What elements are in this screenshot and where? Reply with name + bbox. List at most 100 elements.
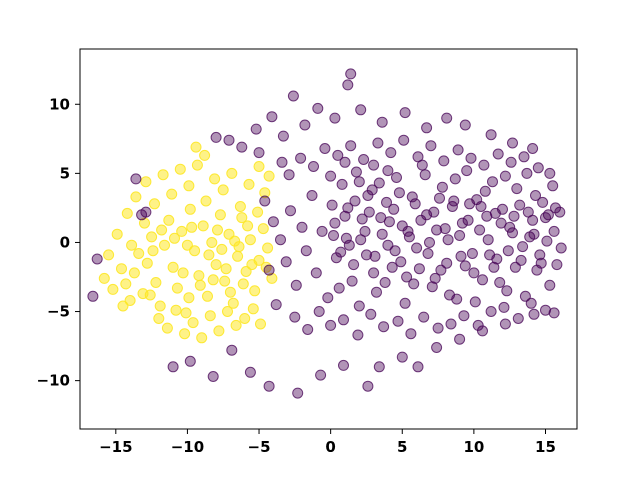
x-tick-label: −5 [248,438,271,456]
data-point-cluster-purple [316,225,328,237]
data-point-cluster-yellow [242,220,254,232]
data-point-cluster-yellow [159,239,170,251]
data-point-cluster-purple [300,245,312,257]
data-point-cluster-purple [289,311,301,323]
data-point-cluster-purple [87,290,99,302]
data-point-cluster-yellow [183,180,195,192]
data-point-cluster-purple [406,191,418,203]
data-point-cluster-yellow [244,234,256,246]
data-point-cluster-yellow [197,220,209,232]
data-point-cluster-purple [355,104,367,116]
data-point-cluster-purple [426,281,438,293]
data-point-cluster-yellow [202,290,213,302]
data-point-cluster-purple [402,225,414,237]
data-point-cluster-purple [346,275,358,287]
data-point-cluster-purple [424,237,435,248]
data-point-cluster-purple [412,151,424,163]
data-point-cluster-purple [488,261,500,273]
data-point-cluster-purple [479,185,491,197]
data-point-cluster-purple [333,282,345,294]
data-point-cluster-purple [501,285,513,297]
data-point-cluster-purple [236,141,248,153]
data-point-cluster-yellow [177,267,189,279]
data-point-cluster-yellow [217,184,229,196]
data-point-cluster-yellow [193,270,205,282]
x-tick-label: −10 [171,438,204,456]
data-point-cluster-purple [551,259,563,271]
data-point-cluster-purple [544,279,556,291]
data-point-cluster-purple [507,227,518,239]
data-point-cluster-purple [478,159,490,171]
data-point-cluster-yellow [133,248,145,259]
data-point-cluster-purple [285,205,296,217]
data-point-cluster-purple [326,199,338,211]
data-point-cluster-purple [287,90,299,102]
data-point-cluster-yellow [103,249,115,261]
data-point-cluster-purple [332,149,344,161]
data-point-cluster-purple [431,342,443,353]
data-point-cluster-purple [405,328,417,340]
data-point-cluster-purple [459,119,471,131]
data-point-cluster-yellow [263,170,275,182]
data-point-cluster-purple [250,123,262,135]
data-point-cluster-purple [336,178,348,190]
data-point-cluster-purple [325,319,337,331]
y-tick-label: −5 [47,303,70,321]
data-point-cluster-purple [540,304,551,316]
data-point-cluster-yellow [156,224,168,236]
data-point-cluster-purple [517,241,529,253]
data-point-cluster-purple [455,250,467,262]
data-point-cluster-yellow [190,141,202,153]
data-point-cluster-yellow [161,322,173,334]
data-point-cluster-purple [365,308,377,320]
data-point-cluster-purple [504,221,516,233]
data-point-cluster-yellow [216,243,228,255]
x-tick-label: 0 [325,438,335,456]
data-point-cluster-purple [555,242,567,254]
data-point-cluster-purple [393,187,405,199]
data-point-cluster-yellow [230,319,242,331]
data-point-cluster-purple [352,329,364,341]
data-point-cluster-purple [431,224,443,236]
data-point-cluster-yellow [224,286,236,298]
data-point-cluster-yellow [180,307,192,319]
data-point-cluster-purple [428,206,440,218]
data-point-cluster-purple [355,234,367,246]
data-point-cluster-yellow [249,285,261,297]
data-point-cluster-purple [425,140,437,152]
data-point-cluster-purple [462,214,474,226]
data-point-cluster-purple [368,159,380,171]
data-point-cluster-purple [338,359,349,371]
data-point-cluster-yellow [227,297,239,309]
data-point-cluster-purple [299,119,311,131]
data-point-cluster-purple [308,161,319,172]
data-point-cluster-yellow [236,212,248,224]
y-tick-label: 5 [60,164,70,182]
data-point-cluster-purple [329,217,341,229]
data-point-cluster-purple [484,249,496,261]
data-point-cluster-purple [210,131,222,143]
data-point-cluster-purple [468,267,480,279]
data-point-cluster-yellow [212,224,223,236]
data-point-cluster-yellow [194,279,206,291]
data-point-cluster-yellow [184,203,196,215]
data-point-cluster-purple [554,206,566,218]
data-point-cluster-purple [494,277,506,288]
data-point-cluster-purple [454,333,466,345]
data-point-cluster-purple [335,246,347,258]
data-point-cluster-purple [438,155,450,167]
data-point-cluster-yellow [209,173,221,185]
data-point-cluster-purple [382,165,394,177]
data-point-cluster-yellow [257,223,269,235]
data-point-cluster-purple [537,196,549,208]
data-point-cluster-yellow [130,191,142,203]
data-point-cluster-yellow [126,239,138,251]
data-point-cluster-purple [418,311,430,323]
data-point-cluster-yellow [214,209,226,221]
data-point-cluster-yellow [255,318,266,330]
data-point-cluster-purple [339,156,351,168]
data-point-cluster-purple [379,277,391,288]
data-point-cluster-yellow [183,292,195,304]
data-point-cluster-purple [495,217,507,229]
data-point-cluster-purple [388,203,400,215]
